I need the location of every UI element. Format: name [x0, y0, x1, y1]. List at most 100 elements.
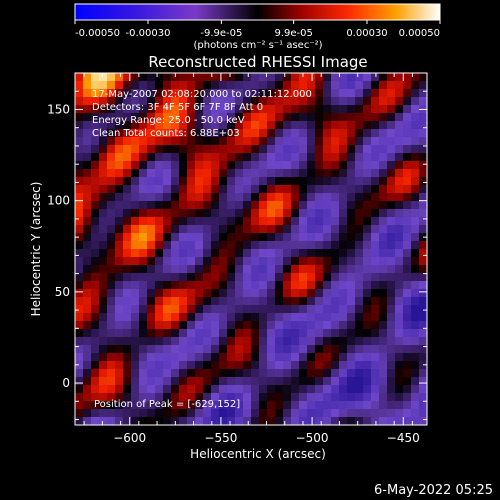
heatmap-cell	[163, 393, 172, 402]
heatmap-cell	[411, 337, 420, 346]
heatmap-cell	[91, 89, 100, 98]
heatmap-cell	[155, 305, 164, 314]
heatmap-cell	[307, 105, 316, 114]
heatmap-cell	[99, 233, 108, 242]
heatmap-cell	[283, 209, 292, 218]
heatmap-cell	[243, 161, 252, 170]
peak-position-label: Position of Peak = [-629,152]	[94, 399, 240, 410]
heatmap-cell	[371, 321, 380, 330]
heatmap-cell	[123, 225, 132, 234]
heatmap-cell	[187, 265, 196, 274]
heatmap-cell	[251, 393, 260, 402]
heatmap-cell	[331, 393, 340, 402]
heatmap-cell	[323, 225, 332, 234]
heatmap-cell	[347, 169, 356, 178]
heatmap-cell	[323, 153, 332, 162]
heatmap-cell	[251, 193, 260, 202]
heatmap-cell	[99, 361, 108, 370]
heatmap-cell	[171, 121, 180, 130]
heatmap-cell	[323, 201, 332, 210]
heatmap-cell	[267, 233, 276, 242]
heatmap-cell	[235, 193, 244, 202]
heatmap-cell	[179, 345, 188, 354]
heatmap-cell	[171, 393, 180, 402]
heatmap-cell	[323, 401, 332, 410]
heatmap-cell	[371, 73, 380, 82]
heatmap-cell	[379, 417, 388, 425]
heatmap-cell	[283, 265, 292, 274]
heatmap-cell	[419, 193, 427, 202]
heatmap-cell	[203, 177, 212, 186]
heatmap-cell	[267, 209, 276, 218]
heatmap-cell	[227, 409, 236, 418]
heatmap-cell	[131, 345, 140, 354]
heatmap-cell	[251, 305, 260, 314]
heatmap-cell	[339, 369, 348, 378]
heatmap-cell	[259, 273, 268, 282]
heatmap-cell	[323, 281, 332, 290]
heatmap-cell	[147, 81, 156, 90]
heatmap-cell	[299, 257, 308, 266]
heatmap-cell	[187, 217, 196, 226]
heatmap-cell	[195, 361, 204, 370]
heatmap-cell	[75, 353, 84, 362]
heatmap-cell	[363, 313, 372, 322]
heatmap-cell	[163, 81, 172, 90]
heatmap-cell	[331, 161, 340, 170]
heatmap-cell	[147, 289, 156, 298]
heatmap-cell	[227, 193, 236, 202]
heatmap-cell	[419, 97, 427, 106]
heatmap-cell	[355, 177, 364, 186]
heatmap-cell	[171, 281, 180, 290]
heatmap-cell	[411, 209, 420, 218]
heatmap-cell	[219, 281, 228, 290]
heatmap-cell	[187, 97, 196, 106]
heatmap-cell	[139, 97, 148, 106]
heatmap-cell	[115, 305, 124, 314]
heatmap-cell	[395, 369, 404, 378]
heatmap-cell	[115, 185, 124, 194]
heatmap-cell	[131, 193, 140, 202]
heatmap-cell	[147, 169, 156, 178]
heatmap-cell	[371, 305, 380, 314]
heatmap-cell	[291, 417, 300, 425]
heatmap-cell	[155, 329, 164, 338]
heatmap-cell	[283, 169, 292, 178]
heatmap-cell	[83, 393, 92, 402]
heatmap-cell	[315, 113, 324, 122]
heatmap-cell	[307, 305, 316, 314]
heatmap-cell	[283, 73, 292, 82]
heatmap-cell	[371, 313, 380, 322]
heatmap-cell	[323, 321, 332, 330]
heatmap-cell	[83, 225, 92, 234]
heatmap-cell	[195, 313, 204, 322]
heatmap-cell	[283, 201, 292, 210]
heatmap-cell	[299, 201, 308, 210]
heatmap-cell	[307, 185, 316, 194]
heatmap-cell	[395, 417, 404, 425]
heatmap-cell	[283, 353, 292, 362]
heatmap-cell	[243, 153, 252, 162]
heatmap-cell	[331, 169, 340, 178]
heatmap-cell	[395, 281, 404, 290]
heatmap-cell	[387, 89, 396, 98]
heatmap-cell	[403, 377, 412, 386]
heatmap-cell	[331, 225, 340, 234]
heatmap-cell	[411, 321, 420, 330]
heatmap-cell	[403, 97, 412, 106]
heatmap-cell	[251, 89, 260, 98]
heatmap-cell	[331, 97, 340, 106]
heatmap-cell	[187, 409, 196, 418]
heatmap-cell	[355, 289, 364, 298]
heatmap-cell	[163, 233, 172, 242]
heatmap-cell	[355, 297, 364, 306]
heatmap-cell	[187, 257, 196, 266]
heatmap-cell	[83, 345, 92, 354]
heatmap-cell	[267, 137, 276, 146]
heatmap-cell	[155, 153, 164, 162]
heatmap-cell	[251, 113, 260, 122]
heatmap-cell	[331, 89, 340, 98]
heatmap-cell	[275, 417, 284, 425]
heatmap-cell	[91, 329, 100, 338]
